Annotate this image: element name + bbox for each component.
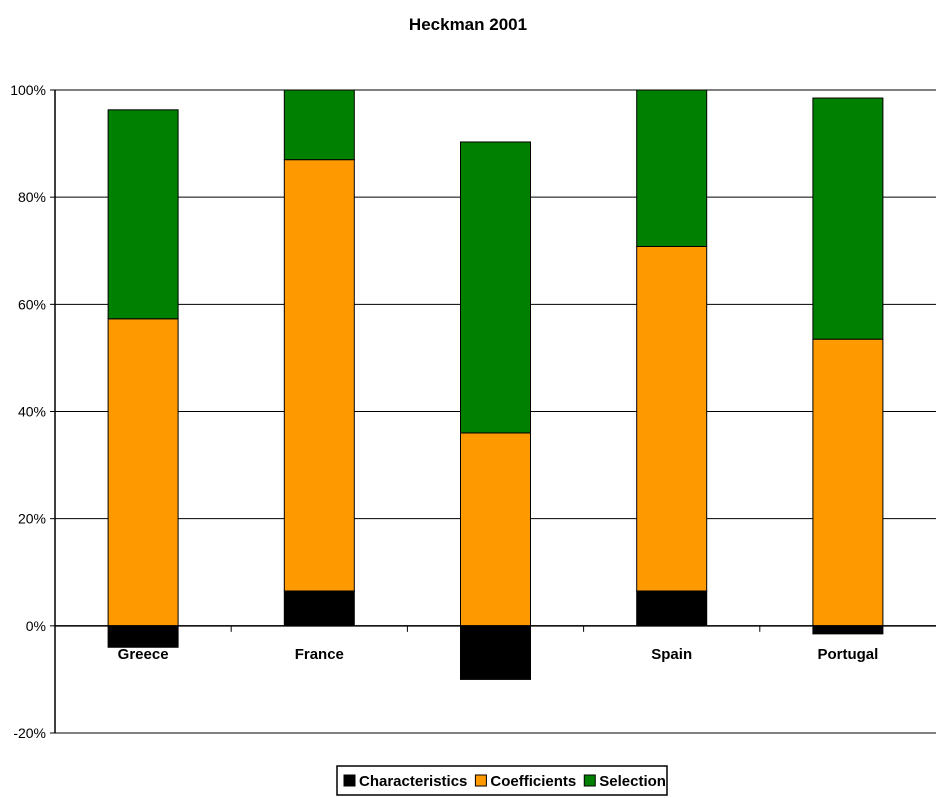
bar-segment xyxy=(283,159,355,592)
x-category-label: Portugal xyxy=(817,646,878,663)
bar-segment xyxy=(812,625,884,635)
bar-segment xyxy=(107,625,179,648)
y-tick-label: 80% xyxy=(18,189,46,205)
legend-swatch xyxy=(583,774,596,787)
bar-segment xyxy=(283,590,355,627)
bar-segment xyxy=(107,109,179,320)
bar-segment xyxy=(812,97,884,340)
x-category-label: Spain xyxy=(651,646,692,663)
legend-box xyxy=(336,765,668,796)
bar-segment xyxy=(460,141,531,434)
legend-swatch xyxy=(474,774,487,787)
x-category-label: France xyxy=(295,646,344,663)
legend-label: Characteristics xyxy=(359,773,467,790)
bar-segment xyxy=(812,338,884,627)
y-tick-label: 40% xyxy=(18,404,46,420)
bar-segment xyxy=(283,89,355,161)
bar-segment xyxy=(636,245,708,592)
y-tick-label: -20% xyxy=(13,725,46,741)
axes: -20% 0% 20% 40% 60% 80% 100% Greece France Spain P… xyxy=(10,82,936,741)
bars xyxy=(107,89,884,680)
bar-segment xyxy=(636,89,708,247)
y-tick-label: 100% xyxy=(10,82,46,98)
legend-label: Coefficients xyxy=(490,773,576,790)
bar-segment xyxy=(636,590,708,627)
y-tick-label: 0% xyxy=(26,618,46,634)
chart-title: Heckman 2001 xyxy=(409,15,527,34)
bar-segment xyxy=(460,432,531,627)
legend: Characteristics Coefficients Selection xyxy=(336,765,668,796)
y-tick-label: 20% xyxy=(18,511,46,527)
legend-swatch xyxy=(343,774,356,787)
legend-label: Selection xyxy=(599,773,666,790)
x-category-label: Greece xyxy=(118,646,169,663)
bar-segment xyxy=(460,625,531,680)
bar-segment xyxy=(107,318,179,627)
y-tick-label: 60% xyxy=(18,296,46,312)
